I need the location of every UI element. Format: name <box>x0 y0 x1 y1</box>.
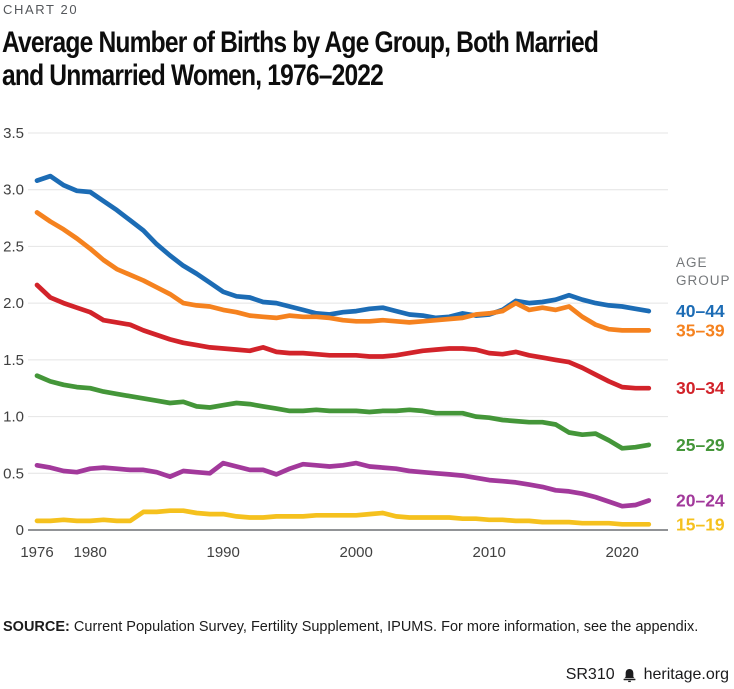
series-label-35-39: 35–39 <box>676 320 725 340</box>
legend-heading-line2: GROUP <box>676 273 731 288</box>
y-tick-label-1.5: 1.5 <box>3 352 24 369</box>
x-tick-label-2020: 2020 <box>606 544 639 561</box>
site-link: heritage.org <box>643 666 729 683</box>
y-tick-label-2.5: 2.5 <box>3 238 24 255</box>
chart-line-25-29 <box>34 373 652 451</box>
series-label-30-34: 30–34 <box>676 378 725 398</box>
source-text: Current Population Survey, Fertility Sup… <box>69 619 699 635</box>
series-label-20-24: 20–24 <box>676 491 725 511</box>
x-tick-label-1990: 1990 <box>207 544 240 561</box>
y-tick-label-1.0: 1.0 <box>3 409 24 426</box>
chart-kicker: CHART 20 <box>3 2 79 17</box>
source-label: SOURCE: <box>3 619 70 635</box>
liberty-bell-icon <box>622 668 637 683</box>
y-tick-label-3.0: 3.0 <box>3 182 24 199</box>
y-tick-label-3.5: 3.5 <box>3 125 24 142</box>
chart-line-35-39 <box>34 210 652 333</box>
x-tick-label-2010: 2010 <box>473 544 506 561</box>
y-tick-label-2.0: 2.0 <box>3 295 24 312</box>
series-label-25-29: 25–29 <box>676 435 725 455</box>
title-line-2: and Unmarried Women, 1976–2022 <box>2 59 384 92</box>
report-id: SR310 <box>565 666 615 683</box>
x-tick-label-2000: 2000 <box>340 544 373 561</box>
y-tick-label-0.5: 0.5 <box>3 465 24 482</box>
chart-line-15-19 <box>34 508 652 527</box>
source-note: SOURCE: Current Population Survey, Ferti… <box>3 619 723 635</box>
x-tick-label-1976: 1976 <box>20 544 53 561</box>
chart-line-40-44 <box>34 173 652 321</box>
x-tick-label-1980: 1980 <box>74 544 107 561</box>
footer: SR310 heritage.org <box>566 666 729 684</box>
series-label-15-19: 15–19 <box>676 514 725 534</box>
series-label-40-44: 40–44 <box>676 301 725 321</box>
chart-line-20-24 <box>34 460 652 509</box>
title-line-1: Average Number of Births by Age Group, B… <box>2 26 599 59</box>
y-tick-label-0: 0 <box>16 522 24 539</box>
legend-heading-line1: AGE <box>676 255 708 270</box>
chart-line-30-34 <box>34 282 652 391</box>
page-title: Average Number of Births by Age Group, B… <box>2 26 599 92</box>
